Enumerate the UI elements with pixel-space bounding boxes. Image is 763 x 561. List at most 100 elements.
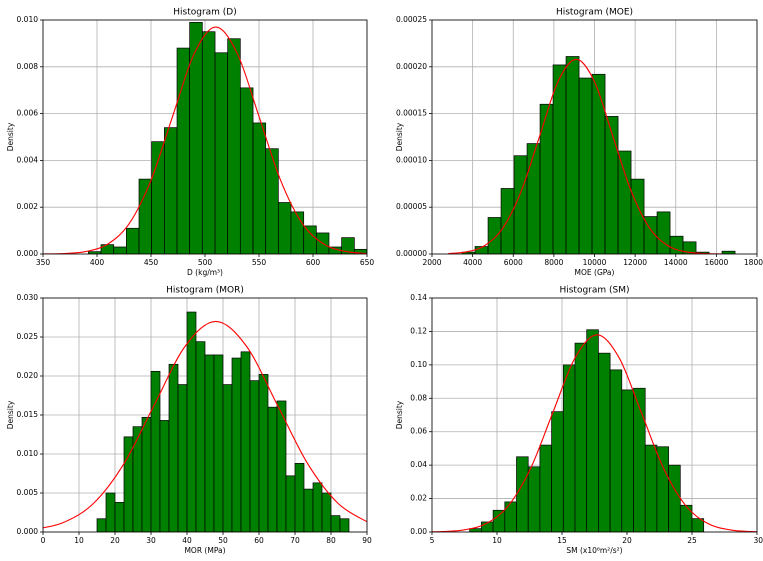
bar bbox=[656, 446, 669, 532]
y-tick-label: 0.12 bbox=[410, 326, 427, 335]
y-axis-label: Density bbox=[395, 400, 404, 429]
y-tick-label: 0.00020 bbox=[396, 62, 427, 71]
bar bbox=[252, 122, 267, 254]
x-tick-label: 5 bbox=[430, 536, 435, 545]
y-tick-label: 0.020 bbox=[17, 371, 39, 380]
bar bbox=[598, 352, 611, 532]
y-axis-label: Density bbox=[395, 122, 404, 151]
x-tick-label: 12000 bbox=[623, 258, 647, 267]
bar bbox=[321, 492, 332, 532]
bar bbox=[159, 420, 170, 532]
x-tick-label: 14000 bbox=[664, 258, 688, 267]
y-tick-label: 0.00025 bbox=[396, 15, 427, 24]
x-tick-label: 20 bbox=[110, 536, 120, 545]
bars bbox=[96, 311, 350, 532]
bar bbox=[151, 141, 165, 254]
x-tick-label: 20 bbox=[622, 536, 632, 545]
x-tick-label: 650 bbox=[360, 258, 375, 267]
axes-frame bbox=[42, 19, 368, 255]
x-axis-label: SM (x10⁶m²/s²) bbox=[566, 546, 622, 555]
bar bbox=[141, 416, 152, 532]
chart-title: Histogram (MOR) bbox=[166, 286, 244, 296]
y-tick-label: 0.015 bbox=[17, 410, 39, 419]
x-axis-label: MOE (GPa) bbox=[575, 268, 615, 277]
y-tick-label: 0.02 bbox=[410, 494, 427, 503]
y-tick-label: 0.00000 bbox=[396, 249, 427, 258]
bar bbox=[114, 502, 125, 532]
bar bbox=[195, 341, 206, 532]
x-tick-label: 50 bbox=[218, 536, 228, 545]
y-tick-label: 0.006 bbox=[17, 109, 39, 118]
bar bbox=[277, 202, 292, 254]
bar bbox=[516, 456, 529, 532]
bar bbox=[265, 148, 279, 254]
axes-frame bbox=[42, 297, 368, 533]
x-axis-label: D (kg/m³) bbox=[187, 268, 223, 277]
fit-curve bbox=[448, 58, 723, 254]
bar bbox=[679, 504, 693, 532]
bar bbox=[565, 56, 580, 254]
bar bbox=[126, 227, 140, 254]
bar bbox=[132, 426, 143, 532]
y-tick-label: 0.008 bbox=[17, 62, 39, 71]
chart-title: Histogram (D) bbox=[173, 8, 237, 18]
x-tick-label: 6000 bbox=[504, 258, 523, 267]
fit-curve bbox=[43, 320, 367, 529]
bar bbox=[222, 384, 233, 532]
x-tick-label: 550 bbox=[252, 258, 267, 267]
x-tick-label: 60 bbox=[254, 536, 264, 545]
y-tick-label: 0.00005 bbox=[396, 202, 427, 211]
y-tick-label: 0.00010 bbox=[396, 155, 427, 164]
x-tick-label: 500 bbox=[198, 258, 213, 267]
x-tick-label: 10 bbox=[74, 536, 84, 545]
bar bbox=[240, 351, 251, 532]
x-tick-label: 350 bbox=[36, 258, 51, 267]
bar bbox=[290, 211, 305, 254]
bar bbox=[258, 374, 269, 532]
x-tick-label: 4000 bbox=[463, 258, 482, 267]
bar bbox=[492, 509, 506, 532]
subplot: Histogram (D) D (kg/m³) Density 0.000 0.002 0… bbox=[6, 8, 374, 278]
x-tick-label: 70 bbox=[290, 536, 300, 545]
subplot: Histogram (MOE) MOE (GPa) Density 0.00000 0.… bbox=[395, 8, 763, 278]
bar bbox=[312, 482, 323, 532]
x-tick-label: 450 bbox=[144, 258, 159, 267]
bar bbox=[231, 357, 242, 532]
subplot: Histogram (SM) SM (x10⁶m²/s²) Density 0.00 0… bbox=[395, 286, 763, 556]
bar bbox=[609, 369, 623, 532]
bar bbox=[96, 518, 107, 532]
y-tick-label: 0.010 bbox=[17, 15, 39, 24]
bar bbox=[682, 241, 697, 254]
x-tick-label: 0 bbox=[41, 536, 46, 545]
x-tick-label: 2000 bbox=[422, 258, 441, 267]
bar bbox=[227, 38, 241, 254]
x-tick-label: 10000 bbox=[583, 258, 607, 267]
bar bbox=[527, 466, 541, 532]
y-tick-label: 0.000 bbox=[17, 527, 39, 536]
bar bbox=[177, 384, 188, 532]
x-tick-label: 600 bbox=[306, 258, 321, 267]
bar bbox=[721, 250, 736, 254]
bar bbox=[574, 342, 588, 532]
y-tick-label: 0.005 bbox=[17, 488, 39, 497]
bar bbox=[578, 77, 593, 254]
x-tick-label: 400 bbox=[90, 258, 105, 267]
bar bbox=[303, 488, 314, 532]
bar bbox=[504, 501, 517, 532]
bar bbox=[604, 116, 619, 254]
x-tick-label: 15 bbox=[557, 536, 567, 545]
bar bbox=[138, 178, 152, 254]
bar bbox=[644, 444, 658, 532]
bar bbox=[164, 127, 178, 254]
bar bbox=[168, 363, 179, 532]
bar bbox=[113, 246, 127, 254]
x-tick-label: 10 bbox=[492, 536, 502, 545]
bar bbox=[591, 73, 606, 254]
bar bbox=[339, 518, 350, 532]
x-tick-label: 80 bbox=[326, 536, 336, 545]
subplot: Histogram (MOR) MOR (MPa) Density 0.000 0.00… bbox=[6, 286, 372, 556]
bar bbox=[176, 47, 191, 254]
y-tick-label: 0.14 bbox=[410, 293, 427, 302]
bar bbox=[186, 311, 197, 532]
